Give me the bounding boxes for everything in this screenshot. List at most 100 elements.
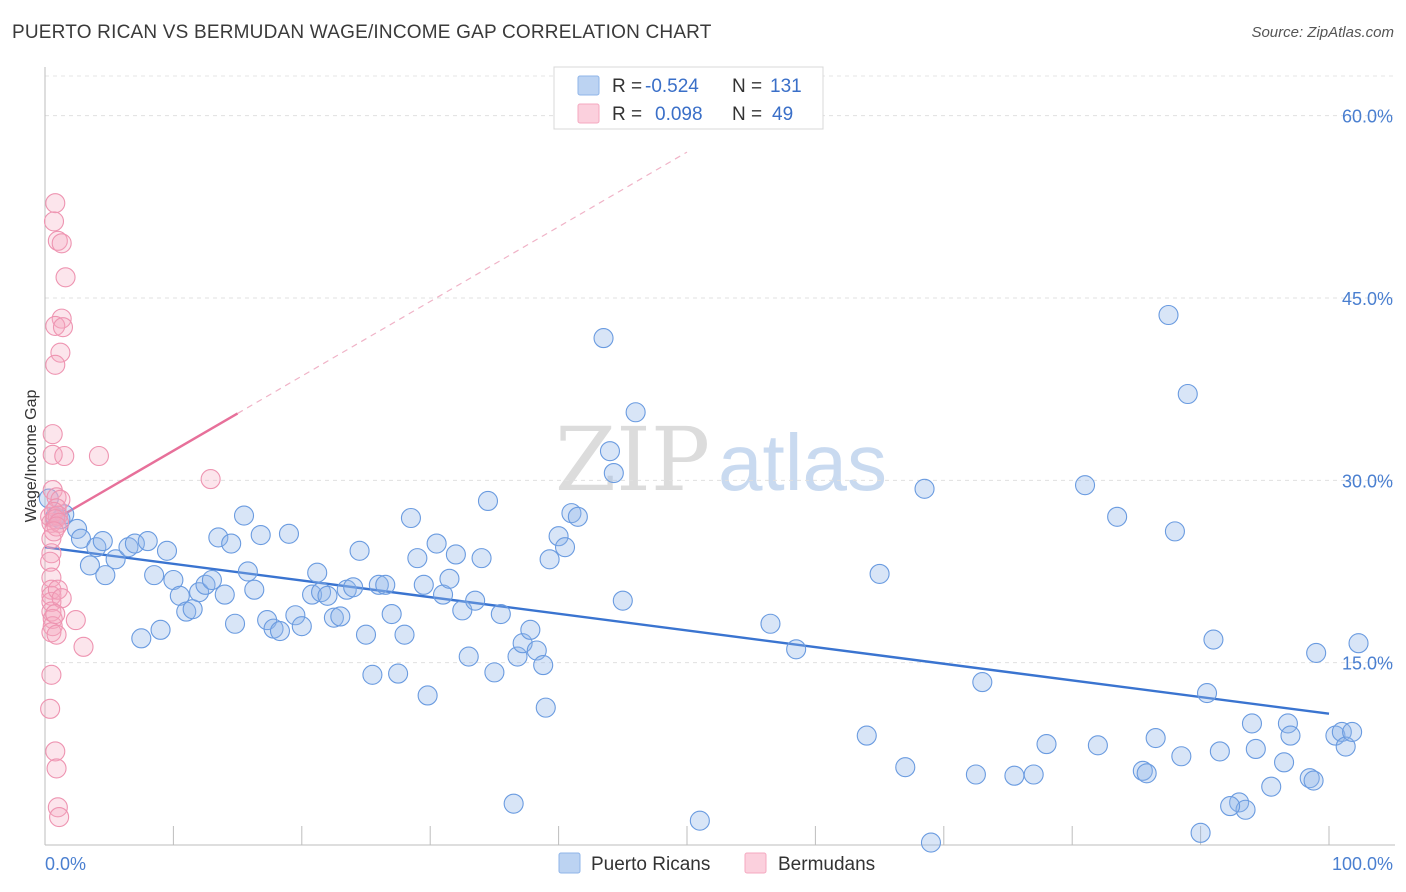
y-tick-label-2: 45.0% <box>1342 289 1393 309</box>
point-pr-108 <box>1177 383 1198 405</box>
bottom-legend-label-bermudans: Bermudans <box>778 854 875 875</box>
point-pr-76 <box>535 697 556 718</box>
point-pr-62 <box>445 544 466 565</box>
point-pr-103 <box>1136 763 1157 784</box>
point-pr-120 <box>1280 725 1301 746</box>
bottom-legend-swatch-puerto-ricans <box>558 852 581 874</box>
point-pr-71 <box>507 646 528 667</box>
point-pr-27 <box>221 533 242 554</box>
point-pr-36 <box>278 523 300 544</box>
point-pr-17 <box>156 540 178 561</box>
point-pr-54 <box>394 624 415 645</box>
legend-swatch-bermudan <box>577 103 600 124</box>
point-pr-128 <box>1348 633 1369 654</box>
chart-title: PUERTO RICAN VS BERMUDAN WAGE/INCOME GAP… <box>12 22 712 43</box>
y-tick-label-1: 30.0% <box>1342 471 1393 491</box>
point-bm-16 <box>43 211 65 232</box>
y-tick-label-0: 15.0% <box>1342 654 1393 674</box>
point-bm-43 <box>73 636 94 657</box>
point-bm-19 <box>55 267 76 288</box>
point-bm-29 <box>46 487 67 508</box>
point-pr-26 <box>214 584 235 605</box>
legend-r-label-1: R = <box>612 76 642 97</box>
point-pr-61 <box>439 568 460 589</box>
point-pr-5 <box>70 528 92 549</box>
point-pr-94 <box>965 764 986 785</box>
legend-n-value-1: 131 <box>770 76 802 97</box>
point-pr-47 <box>349 540 370 561</box>
point-pr-118 <box>1274 752 1295 773</box>
point-bm-3 <box>41 543 62 564</box>
point-pr-98 <box>1036 734 1057 755</box>
watermark-atlas: atlas <box>718 418 887 507</box>
point-pr-88 <box>760 613 781 634</box>
point-pr-15 <box>144 565 165 586</box>
point-pr-65 <box>465 590 486 611</box>
point-pr-78 <box>548 526 569 547</box>
x-tick-label-1: 100.0% <box>1332 854 1393 874</box>
point-pr-49 <box>362 664 383 685</box>
point-bm-24 <box>45 354 66 375</box>
point-pr-28 <box>224 613 246 634</box>
point-pr-7 <box>86 537 107 558</box>
point-bm-44 <box>45 741 66 762</box>
point-pr-30 <box>237 561 258 582</box>
point-bm-27 <box>54 445 75 467</box>
point-pr-111 <box>1203 629 1224 650</box>
point-pr-83 <box>599 441 621 462</box>
point-pr-6 <box>79 555 100 576</box>
point-pr-96 <box>1004 765 1025 786</box>
point-pr-51 <box>375 574 396 595</box>
series-bermudans <box>40 193 221 828</box>
point-pr-64 <box>458 646 479 667</box>
point-pr-117 <box>1261 776 1282 797</box>
point-pr-48 <box>355 624 377 645</box>
point-pr-102 <box>1132 760 1153 781</box>
point-pr-124 <box>1325 725 1346 746</box>
trend-line-bermudans <box>44 412 239 527</box>
point-bm-18 <box>51 233 72 254</box>
point-pr-75 <box>533 655 554 676</box>
point-pr-95 <box>972 672 993 693</box>
point-pr-32 <box>250 524 271 546</box>
point-pr-82 <box>593 328 614 349</box>
point-pr-122 <box>1303 770 1324 791</box>
point-pr-13 <box>131 628 152 649</box>
legend-r-label-2: R = <box>612 104 642 125</box>
chart-source: Source: ZipAtlas.com <box>1251 24 1394 41</box>
point-bm-15 <box>45 193 66 214</box>
point-pr-119 <box>1277 713 1298 734</box>
point-pr-107 <box>1171 746 1192 767</box>
point-pr-8 <box>92 531 113 552</box>
point-pr-59 <box>426 533 447 554</box>
point-bm-21 <box>45 315 66 336</box>
point-pr-24 <box>201 569 222 591</box>
bottom-legend-label-puerto-ricans: Puerto Ricans <box>591 854 710 875</box>
point-pr-12 <box>124 533 145 554</box>
point-pr-46 <box>343 577 364 598</box>
point-pr-68 <box>484 662 505 683</box>
point-pr-55 <box>400 507 421 529</box>
point-pr-37 <box>285 605 306 626</box>
point-pr-84 <box>603 462 624 484</box>
point-pr-81 <box>567 506 588 527</box>
point-pr-114 <box>1235 799 1256 820</box>
legend-swatch-puerto-rican <box>577 75 600 96</box>
point-pr-57 <box>413 574 434 595</box>
point-bm-33 <box>47 505 68 526</box>
point-pr-10 <box>105 549 126 570</box>
point-pr-16 <box>150 619 171 640</box>
point-pr-69 <box>490 603 511 625</box>
point-pr-40 <box>307 562 328 583</box>
point-bm-37 <box>43 521 65 542</box>
point-pr-105 <box>1158 304 1179 326</box>
point-bm-49 <box>200 469 221 490</box>
watermark-zip: ZIP <box>555 408 710 511</box>
point-pr-110 <box>1196 682 1218 704</box>
point-pr-109 <box>1190 822 1211 843</box>
y-axis-label: Wage/Income Gap <box>23 390 40 523</box>
point-pr-70 <box>503 793 524 814</box>
point-pr-112 <box>1209 741 1230 762</box>
point-pr-101 <box>1107 506 1128 527</box>
